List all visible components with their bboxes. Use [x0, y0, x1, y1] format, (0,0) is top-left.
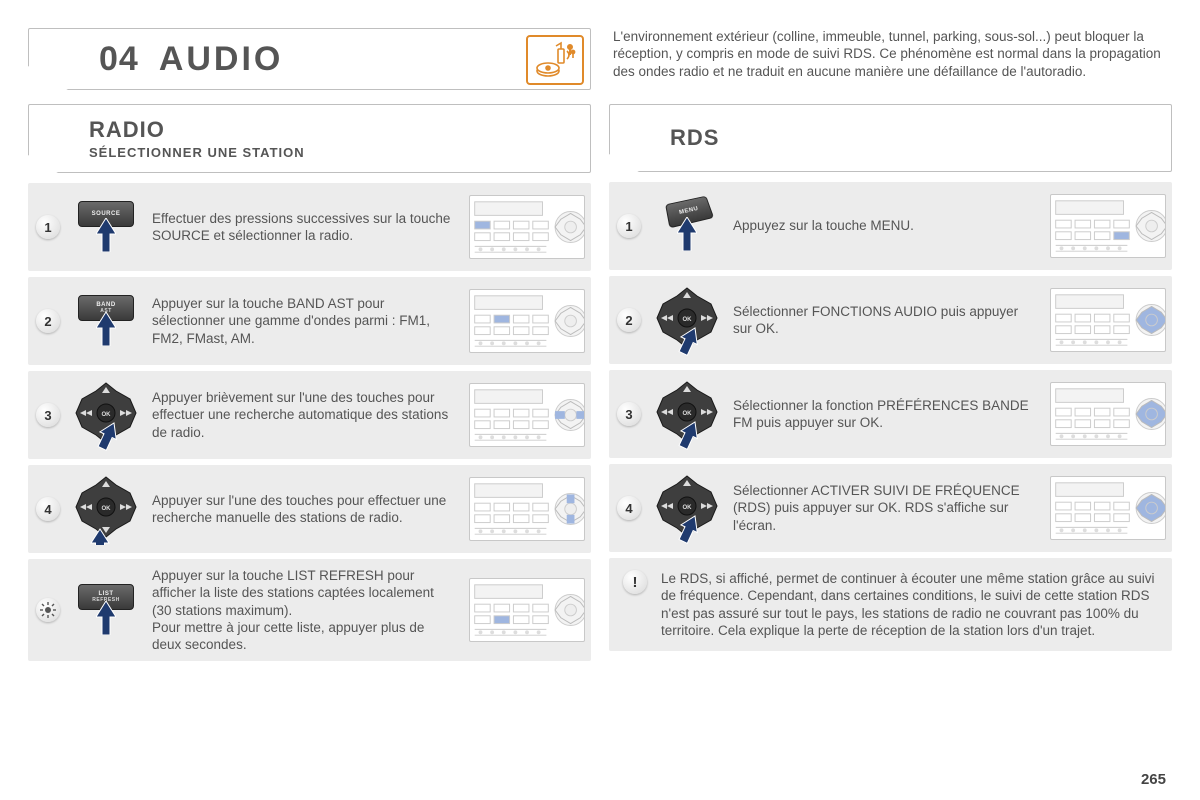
control-graphic: OK	[651, 284, 723, 356]
left-column: 04 AUDIO	[28, 28, 591, 768]
step-badge: 3	[617, 402, 641, 426]
svg-text:OK: OK	[683, 317, 693, 323]
svg-text:OK: OK	[683, 411, 693, 417]
svg-text:OK: OK	[102, 506, 112, 512]
chapter-number: 04	[99, 40, 139, 79]
control-graphic: LISTREFRESH	[70, 574, 142, 646]
control-graphic: OK	[651, 378, 723, 450]
radio-thumbnail	[1050, 194, 1166, 258]
right-steps-container: 1 MENU Appuyez sur la touche MENU. 2	[609, 182, 1172, 558]
radio-thumbnail	[469, 578, 585, 642]
audio-icon	[526, 35, 584, 85]
step-badge: 2	[36, 309, 60, 333]
control-graphic: OK	[70, 473, 142, 545]
radio-thumbnail	[1050, 476, 1166, 540]
svg-text:OK: OK	[683, 505, 693, 511]
chapter-title-panel: 04 AUDIO	[28, 28, 591, 90]
step-row: 1 SOURCE Effectuer des pressions success…	[28, 183, 591, 271]
step-badge: 3	[36, 403, 60, 427]
step-text: Effectuer des pressions successives sur …	[152, 210, 459, 245]
step-text: Sélectionner la fonction PRÉFÉRENCES BAN…	[733, 397, 1040, 432]
svg-text:OK: OK	[102, 412, 112, 418]
control-graphic: OK	[651, 472, 723, 544]
step-text: Appuyer sur l'une des touches pour effec…	[152, 492, 459, 527]
radio-subheading: SÉLECTIONNER UNE STATION	[89, 145, 590, 160]
step-row: 3 OK Appuyer brièvement sur l'une des to…	[28, 371, 591, 459]
rds-section-header: RDS	[609, 104, 1172, 172]
info-text: Le RDS, si affiché, permet de continuer …	[661, 570, 1158, 639]
step-row: 2 OK Sélectionner FONCTIONS AUDIO puis a…	[609, 276, 1172, 364]
tip-badge	[36, 598, 60, 622]
rds-heading: RDS	[670, 125, 1171, 151]
step-text: Appuyer sur la touche LIST REFRESH pour …	[152, 567, 459, 653]
radio-thumbnail	[469, 289, 585, 353]
left-steps-container: 1 SOURCE Effectuer des pressions success…	[28, 183, 591, 667]
radio-thumbnail	[469, 477, 585, 541]
step-row: 4 OK Sélectionner ACTIVER SUIVI DE FRÉQU…	[609, 464, 1172, 552]
control-graphic: OK	[70, 379, 142, 451]
step-row: 2 BANDAST Appuyer sur la touche BAND AST…	[28, 277, 591, 365]
intro-text: L'environnement extérieur (colline, imme…	[609, 28, 1172, 90]
step-badge: 2	[617, 308, 641, 332]
radio-thumbnail	[469, 383, 585, 447]
step-badge: 4	[36, 497, 60, 521]
info-panel: ! Le RDS, si affiché, permet de continue…	[609, 558, 1172, 651]
radio-section-header: RADIO SÉLECTIONNER UNE STATION	[28, 104, 591, 173]
step-text: Sélectionner ACTIVER SUIVI DE FRÉQUENCE …	[733, 482, 1040, 534]
step-badge: 1	[36, 215, 60, 239]
page-number: 265	[1141, 771, 1166, 788]
step-text: Appuyer brièvement sur l'une des touches…	[152, 389, 459, 441]
control-graphic: MENU	[651, 190, 723, 262]
radio-thumbnail	[469, 195, 585, 259]
chapter-title: AUDIO	[159, 40, 284, 79]
radio-thumbnail	[1050, 382, 1166, 446]
step-row: 3 OK Sélectionner la fonction PRÉFÉRENCE…	[609, 370, 1172, 458]
step-badge: 1	[617, 214, 641, 238]
step-text: Sélectionner FONCTIONS AUDIO puis appuye…	[733, 303, 1040, 338]
radio-thumbnail	[1050, 288, 1166, 352]
step-text: Appuyez sur la touche MENU.	[733, 217, 1040, 234]
step-text: Appuyer sur la touche BAND AST pour séle…	[152, 295, 459, 347]
right-column: L'environnement extérieur (colline, imme…	[609, 28, 1172, 768]
page: 04 AUDIO	[28, 28, 1172, 768]
info-badge: !	[623, 570, 647, 594]
control-graphic: SOURCE	[70, 191, 142, 263]
step-row: 4 OK Appuyer sur l'une des touches pour …	[28, 465, 591, 553]
control-graphic: BANDAST	[70, 285, 142, 357]
step-row: LISTREFRESH Appuyer sur la touche LIST R…	[28, 559, 591, 661]
radio-heading: RADIO	[89, 117, 590, 143]
step-badge: 4	[617, 496, 641, 520]
step-row: 1 MENU Appuyez sur la touche MENU.	[609, 182, 1172, 270]
